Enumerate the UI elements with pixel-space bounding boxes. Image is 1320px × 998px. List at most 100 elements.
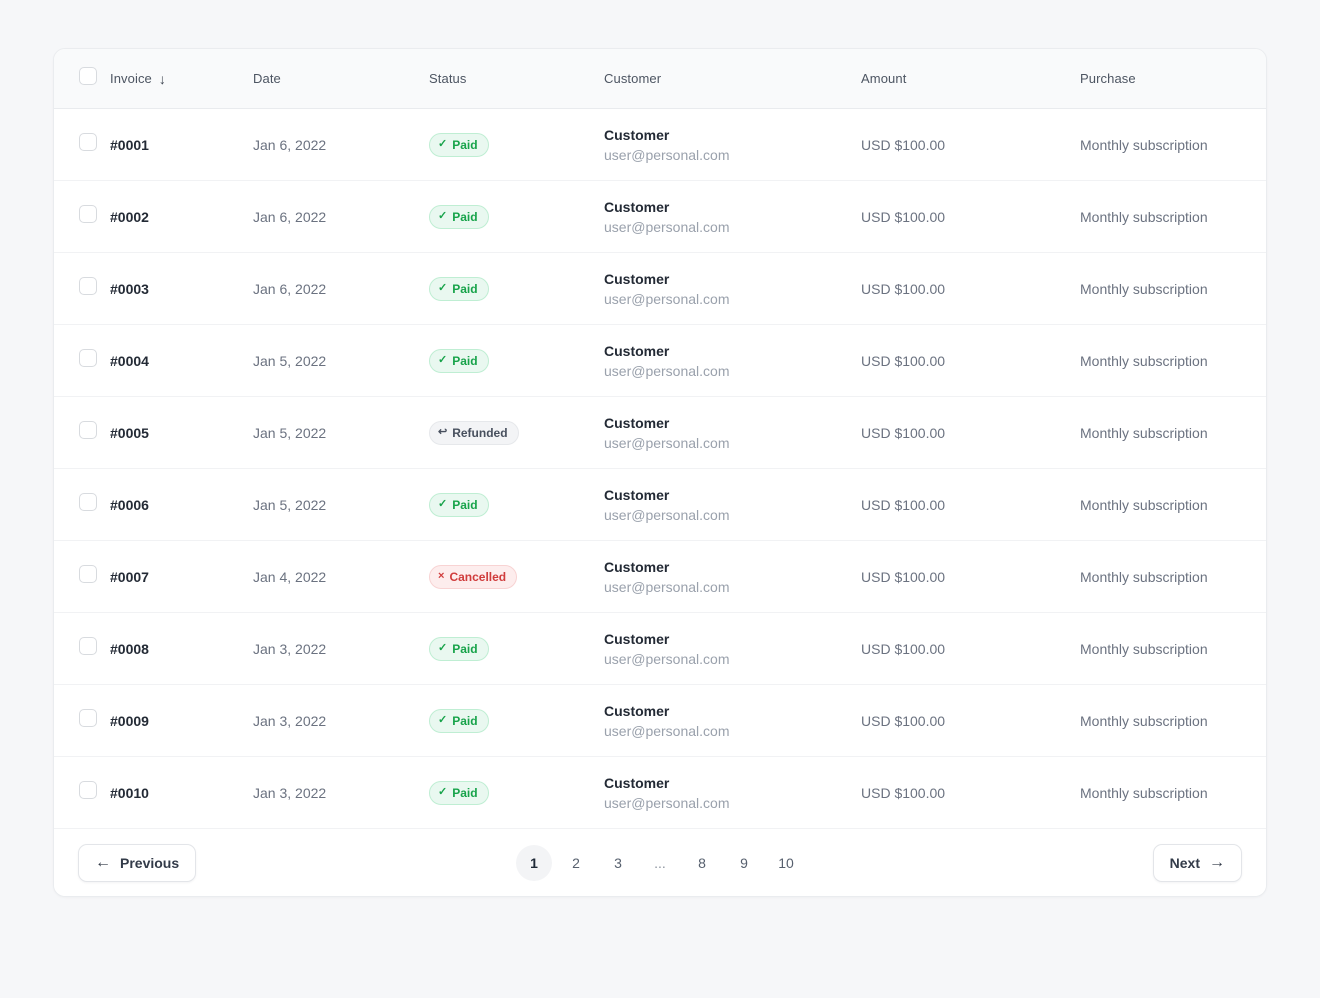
invoice-purchase: Monthly subscription: [1080, 352, 1208, 369]
status-label: Cancelled: [449, 569, 507, 584]
status-badge: ✓ Paid: [429, 132, 489, 157]
invoice-date: Jan 3, 2022: [253, 784, 327, 801]
customer-email: user@personal.com: [604, 578, 730, 595]
invoice-purchase: Monthly subscription: [1080, 496, 1208, 513]
invoice-date: Jan 3, 2022: [253, 640, 327, 657]
customer-email: user@personal.com: [604, 650, 730, 667]
table-row[interactable]: #0006 Jan 5, 2022 ✓ Paid Customer user@p…: [54, 469, 1266, 541]
invoice-id: #0009: [110, 712, 149, 729]
row-checkbox-cell: [79, 709, 110, 732]
status-badge: ✓ Paid: [429, 636, 489, 661]
customer-cell: Customer user@personal.com: [604, 199, 861, 235]
check-icon: ✓: [438, 714, 448, 726]
invoice-purchase: Monthly subscription: [1080, 208, 1208, 225]
check-icon: ✓: [438, 786, 448, 798]
status-badge: ✓ Paid: [429, 348, 489, 373]
invoice-date: Jan 3, 2022: [253, 712, 327, 729]
customer-email: user@personal.com: [604, 722, 730, 739]
status-badge: ✓ Paid: [429, 708, 489, 733]
invoice-purchase: Monthly subscription: [1080, 568, 1208, 585]
status-badge: ✓ Paid: [429, 204, 489, 229]
table-row[interactable]: #0005 Jan 5, 2022 ↩ Refunded Customer us…: [54, 397, 1266, 469]
invoice-id: #0003: [110, 280, 149, 297]
status-label: Paid: [452, 713, 478, 728]
row-checkbox[interactable]: [79, 277, 97, 295]
row-checkbox[interactable]: [79, 133, 97, 151]
invoice-id: #0008: [110, 640, 149, 657]
table-header-row: Invoice ↓ Date Status Customer Amount Pu…: [54, 49, 1266, 109]
invoice-purchase: Monthly subscription: [1080, 712, 1208, 729]
invoice-date: Jan 5, 2022: [253, 496, 327, 513]
page-button-1[interactable]: 1: [516, 844, 552, 881]
row-checkbox[interactable]: [79, 709, 97, 727]
table-row[interactable]: #0002 Jan 6, 2022 ✓ Paid Customer user@p…: [54, 181, 1266, 253]
invoice-id: #0010: [110, 784, 149, 801]
column-header-purchase: Purchase: [1080, 71, 1136, 86]
row-checkbox[interactable]: [79, 421, 97, 439]
status-badge: ↩ Refunded: [429, 420, 519, 445]
invoice-amount: USD $100.00: [861, 496, 946, 513]
row-checkbox[interactable]: [79, 349, 97, 367]
page-button-8[interactable]: 8: [698, 854, 706, 871]
status-cell: ✓ Paid: [429, 132, 604, 157]
row-checkbox[interactable]: [79, 205, 97, 223]
status-cell: ✓ Paid: [429, 636, 604, 661]
pagination-ellipsis: ...: [654, 854, 666, 871]
next-button[interactable]: Next →: [1152, 843, 1242, 882]
row-checkbox[interactable]: [79, 565, 97, 583]
row-checkbox-cell: [79, 133, 110, 156]
customer-name: Customer: [604, 702, 670, 719]
page-button-10[interactable]: 10: [778, 854, 794, 871]
table-row[interactable]: #0007 Jan 4, 2022 × Cancelled Customer u…: [54, 541, 1266, 613]
status-badge: ✓ Paid: [429, 780, 489, 805]
page-button-3[interactable]: 3: [614, 854, 622, 871]
column-header-date: Date: [253, 71, 281, 86]
status-badge: × Cancelled: [429, 564, 518, 589]
customer-name: Customer: [604, 774, 670, 791]
previous-button[interactable]: ← Previous: [78, 843, 197, 882]
invoice-id: #0007: [110, 568, 149, 585]
invoice-id: #0004: [110, 352, 149, 369]
invoice-date: Jan 6, 2022: [253, 208, 327, 225]
invoice-amount: USD $100.00: [861, 136, 946, 153]
table-row[interactable]: #0009 Jan 3, 2022 ✓ Paid Customer user@p…: [54, 685, 1266, 757]
invoice-amount: USD $100.00: [861, 784, 946, 801]
column-label-invoice: Invoice: [110, 71, 152, 86]
check-icon: ✓: [438, 282, 448, 294]
table-row[interactable]: #0003 Jan 6, 2022 ✓ Paid Customer user@p…: [54, 253, 1266, 325]
invoice-amount: USD $100.00: [861, 568, 946, 585]
invoice-purchase: Monthly subscription: [1080, 280, 1208, 297]
customer-name: Customer: [604, 558, 670, 575]
column-header-amount: Amount: [861, 71, 907, 86]
table-row[interactable]: #0004 Jan 5, 2022 ✓ Paid Customer user@p…: [54, 325, 1266, 397]
customer-email: user@personal.com: [604, 362, 730, 379]
customer-name: Customer: [604, 630, 670, 647]
previous-button-label: Previous: [120, 854, 180, 871]
invoice-id: #0006: [110, 496, 149, 513]
row-checkbox-cell: [79, 493, 110, 516]
table-body: #0001 Jan 6, 2022 ✓ Paid Customer user@p…: [54, 109, 1266, 829]
row-checkbox-cell: [79, 205, 110, 228]
status-cell: ✓ Paid: [429, 276, 604, 301]
arrow-right-icon: →: [1209, 853, 1225, 871]
page-button-2[interactable]: 2: [572, 854, 580, 871]
customer-name: Customer: [604, 342, 670, 359]
check-icon: ✓: [438, 354, 448, 366]
page-button-9[interactable]: 9: [740, 854, 748, 871]
status-label: Paid: [452, 137, 478, 152]
sort-desc-icon: ↓: [158, 70, 166, 87]
row-checkbox[interactable]: [79, 637, 97, 655]
customer-email: user@personal.com: [604, 794, 730, 811]
column-header-invoice[interactable]: Invoice ↓: [110, 71, 253, 87]
row-checkbox[interactable]: [79, 781, 97, 799]
status-label: Paid: [452, 281, 478, 296]
table-row[interactable]: #0001 Jan 6, 2022 ✓ Paid Customer user@p…: [54, 109, 1266, 181]
row-checkbox[interactable]: [79, 493, 97, 511]
status-label: Paid: [452, 641, 478, 656]
invoice-date: Jan 5, 2022: [253, 352, 327, 369]
column-header-customer: Customer: [604, 71, 662, 86]
status-badge: ✓ Paid: [429, 276, 489, 301]
table-row[interactable]: #0008 Jan 3, 2022 ✓ Paid Customer user@p…: [54, 613, 1266, 685]
select-all-checkbox[interactable]: [79, 67, 97, 85]
table-row[interactable]: #0010 Jan 3, 2022 ✓ Paid Customer user@p…: [54, 757, 1266, 829]
